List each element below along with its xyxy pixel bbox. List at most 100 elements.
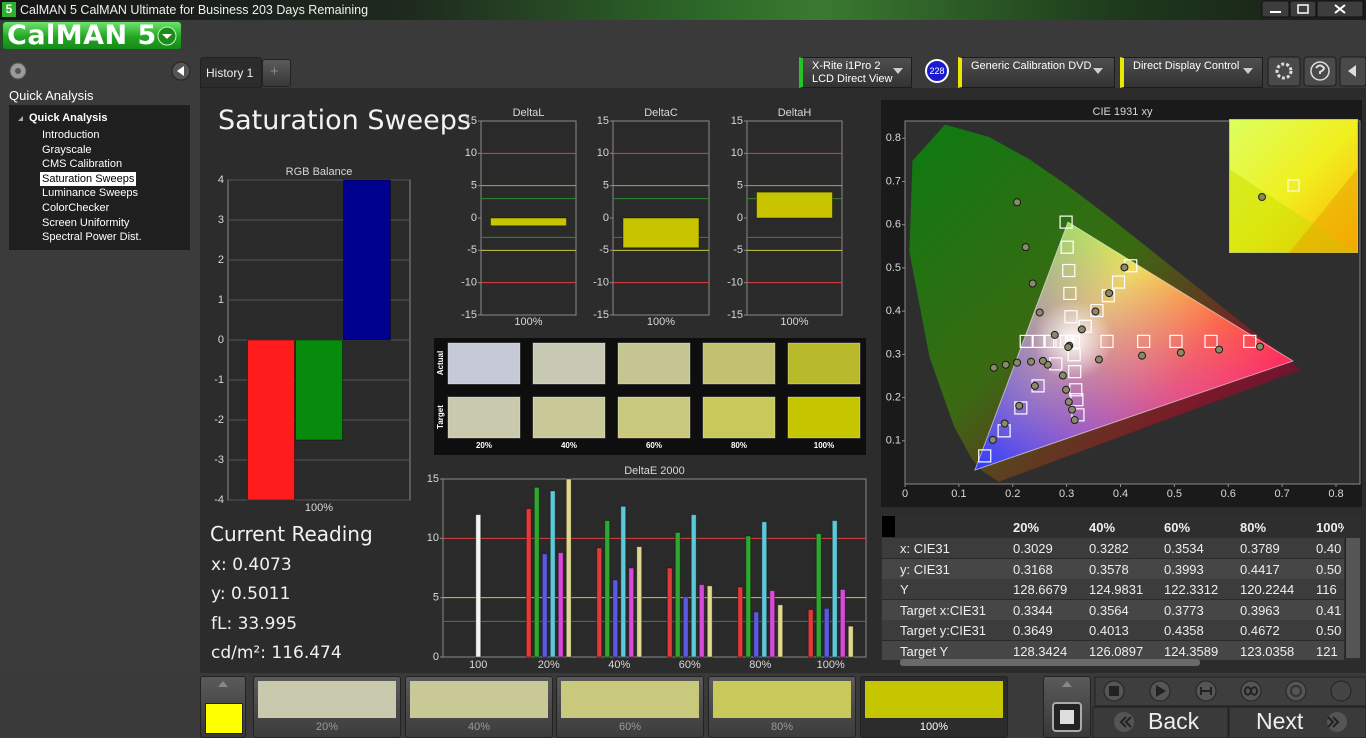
panel-toggle-icon [1348,65,1356,77]
target-point [1204,334,1218,348]
y-tick-label: 10 [465,147,477,159]
refresh-button[interactable] [1285,680,1307,702]
measured-point [1013,358,1022,367]
actual-swatch [447,342,521,385]
y-tick-label: 4 [218,174,224,186]
bar [831,520,838,658]
y-tick-label: -4 [214,494,224,506]
y-tick-label: -10 [727,277,743,289]
target-point [1078,319,1092,333]
sidebar-icons [9,61,191,81]
bar [815,533,822,658]
y-tick-label: 10 [427,532,439,544]
tile-color [713,681,851,718]
target-point [1019,334,1033,348]
table-cell: 123.0358 [1240,643,1295,659]
bar [247,339,295,501]
y-tick-label: 10 [597,147,609,159]
y-tick-label: 5 [737,180,743,192]
tab[interactable] [200,57,262,88]
gamut-triangle-blue [975,222,1293,470]
y-tick-label: 0 [603,212,609,224]
current-color-arrow[interactable] [215,678,231,690]
measured-point [1091,307,1100,316]
y-tick-label: 0.6 [886,219,901,231]
y-tick-label: 1 [218,294,224,306]
measured-point [1013,198,1022,207]
tree-item[interactable]: Saturation Sweeps [40,171,137,186]
table-cell: 0.3789 [1240,541,1280,556]
y-tick-label: 0 [737,212,743,224]
tree-item[interactable]: CMS Calibration [42,158,123,171]
table-scrollbar[interactable] [1345,538,1360,658]
table-cell: 116 [1316,582,1337,597]
table-cell: 126.0897 [1089,643,1144,659]
table-row[interactable] [882,640,1344,660]
minimize-button[interactable] [1261,0,1290,18]
x-tick-label: 0.1 [951,488,966,500]
tile-color [258,681,396,718]
tree-item[interactable]: ColorChecker [42,202,110,214]
meter-dropdown[interactable]: X-Rite i1Pro 2 LCD Direct View [799,57,912,88]
x-tick-label: 0.5 [1167,488,1182,500]
source-dropdown[interactable]: Generic Calibration DVD [958,57,1115,88]
tree-item[interactable]: Screen Uniformity [42,216,130,229]
tree-item[interactable]: Introduction [42,129,100,141]
up-arrow[interactable] [1062,681,1072,687]
table-cell: 0.3649 [1013,623,1053,638]
table-cell: 0.4013 [1089,623,1129,638]
inset-target-point [1287,179,1300,192]
swatch-label: 20% [476,441,492,450]
record-button[interactable] [1330,680,1352,702]
bar [490,217,567,227]
sidebar-header: Quick Analysis [9,88,94,103]
tree-root[interactable]: Quick Analysis [29,112,108,124]
x-tick-label: 100% [647,316,675,328]
settings-button[interactable] [1267,56,1301,87]
table-cell: 128.3424 [1013,643,1068,659]
next-chevrons [1327,716,1340,728]
measured-point [1068,405,1077,414]
data-table: 20% 40% 60% 80% 100% x: CIE31 0.3029 0.3282 0.35… [882,514,1344,660]
measured-point [1001,360,1010,369]
x-tick-label: 20% [538,659,560,671]
x-tick-label: 100% [305,502,333,514]
refresh-icon [1290,685,1302,697]
meter-badge: 228 [925,59,949,83]
chart-title: RGB Balance [286,166,353,178]
measured-point [1035,308,1044,317]
table-cell: 128.6679 [1013,582,1068,597]
y-tick-label: 3 [218,214,224,226]
reading-line: cd/m²: 116.474 [211,642,342,663]
tree-item[interactable]: Luminance Sweeps [42,187,139,200]
tree-item[interactable]: Spectral Power Dist. [42,231,142,244]
bar [690,514,697,658]
bar [612,579,619,658]
tile-label: 40% [467,721,491,733]
logo-button[interactable] [2,21,182,50]
step-icon [1200,687,1212,695]
logo-dropdown[interactable] [156,25,178,47]
y-tick-label: 0 [218,334,224,346]
dropdown-arrow [1093,68,1103,74]
y-tick-label: -15 [727,309,743,321]
x-tick-label: 0.8 [1328,488,1343,500]
column-header: 80% [1240,520,1267,535]
meter-mode: LCD Direct View [812,73,893,85]
bar [541,553,548,658]
nav-icons [1052,676,1366,738]
tile-label: 80% [770,721,794,733]
tree-item[interactable]: Grayscale [42,143,92,156]
y-tick-label: -2 [214,414,224,426]
x-tick-label: 60% [679,659,701,671]
measured-point [1050,330,1059,339]
display-dropdown[interactable]: Direct Display Control [1120,57,1263,88]
table-hscrollbar[interactable] [900,659,1200,666]
row-label: Target [436,405,445,429]
maximize-button[interactable] [1289,0,1317,18]
table-cell: 0.4417 [1240,561,1280,577]
bar [682,595,689,658]
table-cell: 122.3312 [1164,582,1219,597]
new-tab-button[interactable] [262,59,291,87]
tree-expander [18,116,23,121]
